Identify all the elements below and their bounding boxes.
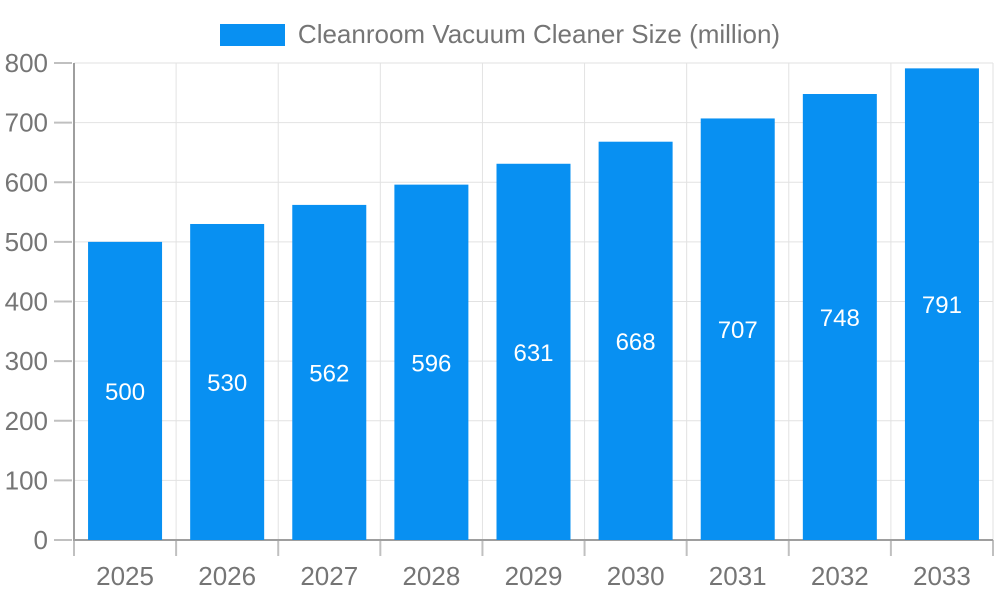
legend-label: Cleanroom Vacuum Cleaner Size (million) [297,19,781,49]
bar-2031[interactable] [700,118,775,541]
bar-2028[interactable] [394,184,469,540]
x-axis-label: 2026 [198,561,256,591]
x-axis-label: 2025 [96,561,154,591]
legend-swatch [219,23,285,46]
bar-2027[interactable] [292,204,367,540]
bar-value-label: 500 [105,379,145,406]
y-axis-label: 100 [5,465,48,495]
x-axis-label: 2033 [913,561,971,591]
x-axis-label: 2027 [300,561,358,591]
bar-2025[interactable] [88,241,163,540]
bar-value-label: 530 [207,370,247,397]
y-axis-label: 200 [5,406,48,436]
bar-2033[interactable] [904,68,979,541]
y-axis-label: 600 [5,167,48,197]
y-axis-label: 500 [5,227,48,257]
y-axis-label: 300 [5,346,48,376]
bar-value-label: 791 [922,292,962,319]
x-axis-label: 2032 [811,561,869,591]
bar-value-label: 631 [513,340,553,367]
bar-value-label: 668 [616,329,656,356]
x-axis-label: 2028 [402,561,460,591]
bar-value-label: 707 [718,317,758,344]
y-axis-label: 400 [5,287,48,317]
x-axis-label: 2031 [709,561,767,591]
y-axis-label: 0 [34,525,48,555]
bar-2030[interactable] [598,141,673,540]
bar-2026[interactable] [190,223,265,541]
x-axis-label: 2029 [505,561,563,591]
bar-value-label: 562 [309,360,349,387]
legend[interactable]: Cleanroom Vacuum Cleaner Size (million) [0,19,1000,50]
y-axis-label: 700 [5,108,48,138]
bar-value-label: 748 [820,305,860,332]
bar-2032[interactable] [802,94,877,540]
bar-2029[interactable] [496,163,571,541]
y-axis-label: 800 [5,48,48,78]
bar-value-label: 596 [411,350,451,377]
x-axis-label: 2030 [607,561,665,591]
